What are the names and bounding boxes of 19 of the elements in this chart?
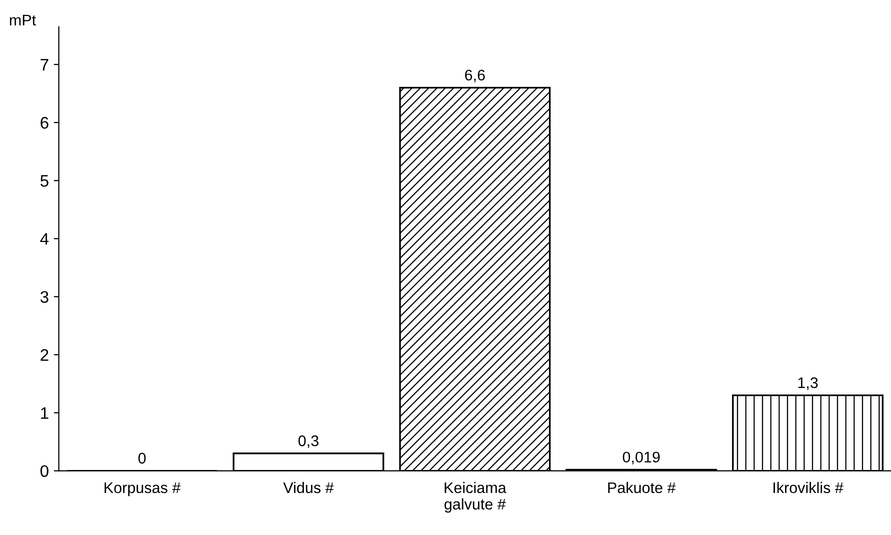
x-tick-label: Korpusas # (104, 482, 181, 496)
data-label: 6,6 (465, 70, 485, 82)
y-tick-label: 6 (40, 116, 48, 129)
x-tick-label: Keiciama galvute # (444, 482, 506, 513)
y-tick-label: 0 (40, 465, 48, 478)
data-label: 1,3 (798, 377, 818, 390)
y-tick-label: 2 (40, 349, 48, 361)
x-tick-label: Pakuote # (608, 482, 676, 494)
y-axis-title: mPt (10, 14, 36, 26)
x-tick-label: Vidus # (283, 482, 334, 494)
data-label: 0 (138, 452, 146, 464)
data-label: 0,019 (622, 452, 660, 464)
x-tick-label: Ikroviklis # (774, 482, 844, 494)
y-tick-label: 1 (41, 407, 48, 419)
data-label: 0,3 (298, 435, 318, 448)
y-tick-label: 4 (40, 233, 49, 245)
y-tick-label: 5 (40, 175, 48, 187)
y-tick-label: 3 (40, 291, 48, 303)
y-tick-label: 7 (40, 59, 48, 71)
